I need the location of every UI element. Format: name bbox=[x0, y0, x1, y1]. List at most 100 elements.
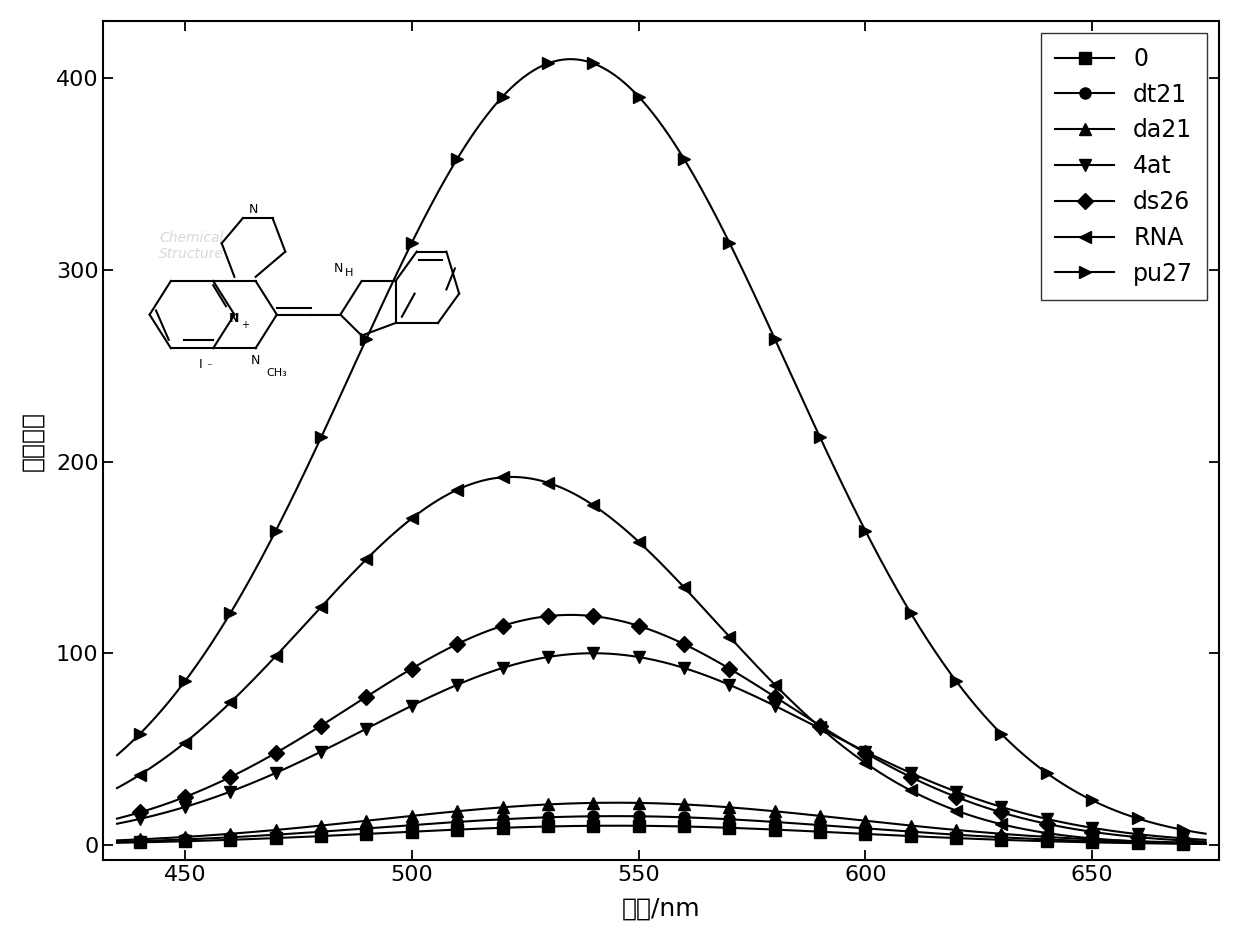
4at bbox=[495, 662, 510, 674]
ds26 bbox=[177, 791, 192, 803]
4at bbox=[949, 786, 963, 797]
4at bbox=[404, 700, 419, 711]
pu27 bbox=[1085, 794, 1100, 805]
pu27 bbox=[404, 237, 419, 248]
RNA bbox=[495, 471, 510, 483]
RNA bbox=[268, 650, 283, 662]
4at bbox=[268, 767, 283, 778]
ds26 bbox=[994, 806, 1009, 818]
Line: ds26: ds26 bbox=[134, 611, 1188, 846]
4at bbox=[177, 802, 192, 813]
dt21 bbox=[1176, 837, 1190, 849]
RNA bbox=[177, 737, 192, 748]
da21 bbox=[541, 799, 556, 810]
ds26 bbox=[223, 772, 238, 783]
RNA bbox=[1130, 836, 1145, 847]
0 bbox=[133, 837, 148, 848]
RNA bbox=[360, 553, 374, 565]
ds26 bbox=[133, 806, 148, 818]
dt21 bbox=[858, 822, 873, 834]
RNA bbox=[903, 785, 918, 796]
4at bbox=[631, 651, 646, 662]
RNA bbox=[1039, 827, 1054, 838]
ds26 bbox=[495, 620, 510, 631]
dt21 bbox=[1130, 837, 1145, 848]
Line: 4at: 4at bbox=[134, 647, 1188, 844]
RNA bbox=[1176, 837, 1190, 849]
pu27 bbox=[722, 237, 737, 248]
Line: da21: da21 bbox=[134, 797, 1188, 848]
da21 bbox=[858, 815, 873, 826]
RNA bbox=[994, 819, 1009, 830]
pu27 bbox=[903, 608, 918, 619]
pu27 bbox=[994, 728, 1009, 740]
ds26 bbox=[360, 691, 374, 702]
dt21 bbox=[541, 812, 556, 823]
da21 bbox=[722, 802, 737, 813]
Line: 0: 0 bbox=[134, 821, 1188, 850]
0 bbox=[812, 826, 827, 837]
dt21 bbox=[450, 816, 465, 827]
dt21 bbox=[223, 832, 238, 843]
pu27 bbox=[585, 57, 600, 69]
dt21 bbox=[631, 810, 646, 821]
Line: RNA: RNA bbox=[134, 471, 1188, 849]
ds26 bbox=[268, 747, 283, 758]
ds26 bbox=[404, 663, 419, 675]
0 bbox=[223, 834, 238, 845]
ds26 bbox=[1085, 826, 1100, 837]
ds26 bbox=[677, 638, 692, 649]
X-axis label: 波长/nm: 波长/nm bbox=[622, 896, 701, 920]
ds26 bbox=[585, 611, 600, 622]
ds26 bbox=[631, 620, 646, 631]
ds26 bbox=[858, 747, 873, 758]
ds26 bbox=[541, 611, 556, 622]
RNA bbox=[585, 500, 600, 511]
pu27 bbox=[949, 676, 963, 687]
dt21 bbox=[722, 814, 737, 825]
RNA bbox=[133, 770, 148, 781]
pu27 bbox=[268, 525, 283, 536]
dt21 bbox=[133, 836, 148, 847]
da21 bbox=[631, 797, 646, 808]
0 bbox=[360, 828, 374, 839]
da21 bbox=[903, 820, 918, 831]
ds26 bbox=[903, 772, 918, 783]
RNA bbox=[677, 582, 692, 593]
4at bbox=[812, 723, 827, 734]
0 bbox=[768, 824, 782, 836]
dt21 bbox=[1039, 834, 1054, 845]
RNA bbox=[1085, 833, 1100, 844]
0 bbox=[1130, 837, 1145, 849]
0 bbox=[585, 821, 600, 832]
RNA bbox=[404, 513, 419, 524]
ds26 bbox=[1039, 819, 1054, 830]
pu27 bbox=[360, 333, 374, 344]
da21 bbox=[133, 834, 148, 845]
0 bbox=[1039, 836, 1054, 847]
pu27 bbox=[812, 432, 827, 443]
dt21 bbox=[903, 826, 918, 837]
4at bbox=[450, 679, 465, 691]
da21 bbox=[1039, 831, 1054, 842]
0 bbox=[1176, 838, 1190, 850]
RNA bbox=[812, 722, 827, 733]
da21 bbox=[1176, 837, 1190, 848]
4at bbox=[1130, 828, 1145, 839]
dt21 bbox=[404, 820, 419, 831]
pu27 bbox=[223, 608, 238, 619]
4at bbox=[585, 647, 600, 659]
pu27 bbox=[768, 333, 782, 344]
0 bbox=[903, 831, 918, 842]
4at bbox=[360, 723, 374, 734]
pu27 bbox=[631, 91, 646, 103]
dt21 bbox=[1085, 836, 1100, 847]
ds26 bbox=[768, 691, 782, 702]
4at bbox=[541, 651, 556, 662]
da21 bbox=[677, 799, 692, 810]
ds26 bbox=[1130, 832, 1145, 843]
pu27 bbox=[450, 153, 465, 165]
4at bbox=[858, 746, 873, 758]
pu27 bbox=[314, 432, 329, 443]
0 bbox=[450, 824, 465, 836]
